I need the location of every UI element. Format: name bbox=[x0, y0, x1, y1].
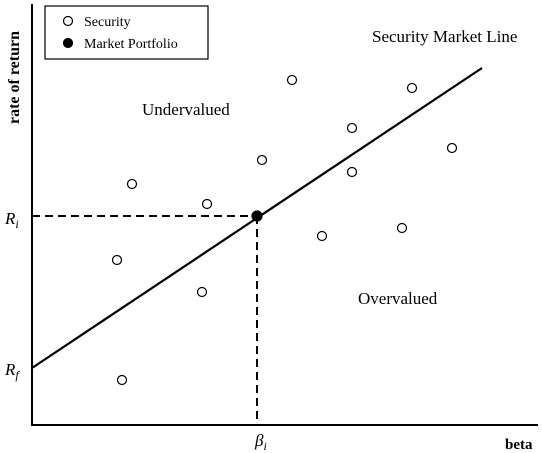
market-portfolio-point bbox=[251, 210, 263, 222]
x-tick-beta-i-sub: i bbox=[263, 439, 266, 453]
legend-market-marker bbox=[62, 37, 74, 49]
security-point bbox=[346, 166, 358, 178]
overvalued-label: Overvalued bbox=[358, 289, 438, 308]
y-axis-label: rate of return bbox=[6, 31, 23, 124]
security-point bbox=[406, 82, 418, 94]
legend-market-label: Market Portfolio bbox=[84, 37, 178, 52]
y-tick-ri-sub: i bbox=[15, 217, 18, 231]
security-point bbox=[256, 154, 268, 166]
sml-label: Security Market Line bbox=[372, 27, 517, 46]
security-point bbox=[111, 254, 123, 266]
legend-security-marker bbox=[62, 15, 74, 27]
x-axis-label: beta bbox=[505, 437, 533, 453]
legend: Security Market Portfolio bbox=[44, 5, 209, 60]
security-point bbox=[446, 142, 458, 154]
y-tick-ri: Ri bbox=[4, 209, 19, 231]
legend-box bbox=[44, 5, 209, 60]
security-point bbox=[346, 122, 358, 134]
security-point bbox=[201, 198, 213, 210]
security-point bbox=[116, 374, 128, 386]
scatter-points bbox=[111, 74, 458, 386]
y-tick-rf: Rf bbox=[4, 360, 20, 382]
undervalued-label: Undervalued bbox=[142, 100, 230, 119]
security-point bbox=[286, 74, 298, 86]
security-point bbox=[126, 178, 138, 190]
security-point bbox=[316, 230, 328, 242]
legend-security-label: Security bbox=[84, 15, 131, 30]
y-tick-rf-sub: f bbox=[15, 368, 20, 382]
security-point bbox=[396, 222, 408, 234]
security-point bbox=[196, 286, 208, 298]
x-tick-beta-i: βi bbox=[254, 431, 267, 453]
